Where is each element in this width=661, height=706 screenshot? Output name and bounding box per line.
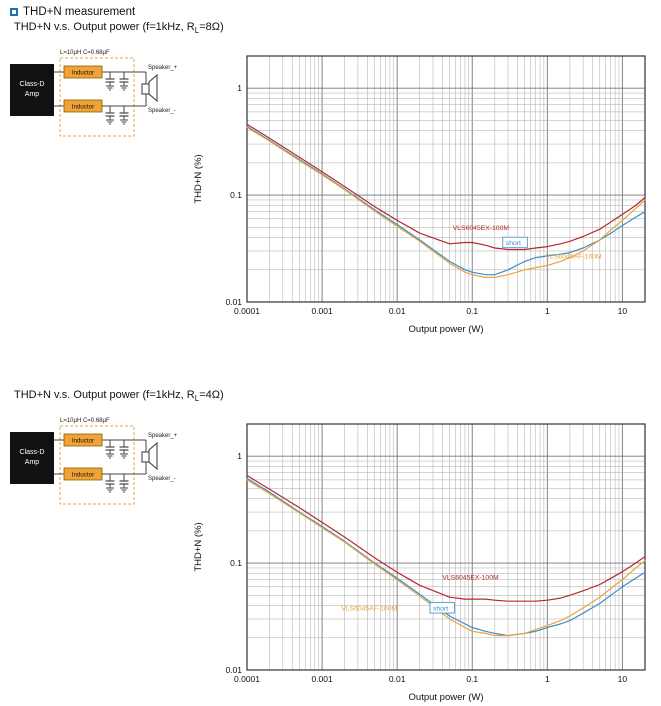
filter-dashed-box (59, 57, 135, 137)
chart-title-8ohm-post: =8Ω) (199, 21, 224, 33)
series-label-short: short (506, 240, 521, 247)
chart-title-4ohm-post: =4Ω) (199, 389, 224, 401)
series-label-box (502, 236, 528, 249)
y-tick-label: 1 (237, 451, 242, 461)
chart-title-4ohm: THD+N v.s. Output power (f=1kHz, RL=4Ω) (14, 389, 224, 403)
speaker-plus-label: Speaker_+ (148, 65, 178, 71)
class-d-amp-box (10, 432, 54, 484)
series-label-box (429, 602, 455, 614)
amp-label-line2: Amp (25, 459, 40, 466)
x-tick-label: 0.01 (389, 306, 406, 316)
series-line-VLS6045EX-100M (246, 123, 646, 251)
x-tick-label: 0.0001 (234, 306, 260, 316)
capacitor-to-ground-icon (105, 72, 115, 91)
chart-title-4ohm-pre: THD+N v.s. Output power (f=1kHz, R (14, 389, 195, 401)
class-d-amp-box (10, 64, 54, 116)
y-axis-title: THD+N (%) (193, 522, 204, 571)
x-tick-label: 0.1 (466, 306, 478, 316)
plot-border (246, 55, 646, 303)
series-label-VLS6045EX-100M: VLS6045EX-100M (442, 575, 499, 582)
series-label-short: short (433, 606, 448, 613)
speaker-horn-icon (148, 73, 158, 103)
thdn-chart-8ohm: 0.0001 0.001 0.01 0.1 1 10 0.01 0.1 1 Output powe… (193, 55, 646, 335)
x-tick-label: 10 (618, 674, 628, 684)
y-axis-title: THD+N (%) (193, 154, 204, 203)
y-tick-label: 0.01 (225, 665, 242, 675)
x-tick-label: 0.001 (311, 674, 333, 684)
filter-note: L=10μH C=0.68μF (60, 50, 110, 56)
capacitor-to-ground-icon (105, 106, 115, 125)
circuit-diagram-8ohm: L=10μH C=0.68μF Class-D Amp Inductor Inducto… (10, 50, 178, 137)
x-axis-title: Output power (W) (409, 692, 484, 703)
circuit-diagram-4ohm: L=10μH C=0.68μF Class-D Amp Inductor Inducto… (10, 418, 178, 505)
x-tick-label: 10 (618, 306, 628, 316)
chart-title-8ohm-sub: L (194, 26, 200, 36)
inductor-label: Inductor (72, 70, 94, 77)
x-tick-label: 0.001 (311, 306, 333, 316)
chart-title-8ohm-pre: THD+N v.s. Output power (f=1kHz, R (14, 21, 195, 33)
x-tick-label: 0.1 (466, 674, 478, 684)
inductor-label: Inductor (72, 438, 94, 445)
plot-border (246, 423, 646, 671)
x-axis-title: Output power (W) (409, 324, 484, 335)
speaker-icon (141, 83, 150, 95)
inductor-label: Inductor (72, 104, 94, 111)
series-line-short (246, 477, 646, 637)
x-tick-label: 0.0001 (234, 674, 260, 684)
grid (246, 55, 646, 303)
amp-label-line1: Class-D (20, 449, 45, 456)
filter-dashed-box (59, 425, 135, 505)
capacitor-to-ground-icon (105, 474, 115, 493)
y-tick-label: 0.1 (230, 558, 242, 568)
speaker-icon (141, 451, 150, 463)
amp-label-line1: Class-D (20, 81, 45, 88)
capacitor-to-ground-icon (119, 474, 129, 493)
capacitor-to-ground-icon (119, 440, 129, 459)
y-tick-label: 0.1 (230, 190, 242, 200)
series-label-VLS6045AF-100M: VLS6045AF-100M (546, 254, 602, 261)
series-line-VLS6045AF-100M (246, 126, 646, 278)
speaker-plus-label: Speaker_+ (148, 433, 178, 439)
thdn-chart-4ohm: 0.0001 0.001 0.01 0.1 1 10 0.01 0.1 1 Output powe… (193, 423, 646, 703)
y-tick-label: 0.01 (225, 297, 242, 307)
series-line-short (246, 125, 646, 276)
capacitor-to-ground-icon (119, 106, 129, 125)
grid (246, 423, 646, 671)
speaker-minus-label: Speaker_- (148, 108, 176, 114)
chart-title-8ohm: THD+N v.s. Output power (f=1kHz, RL=8Ω) (14, 21, 224, 35)
section-header: THD+N measurement (10, 6, 135, 18)
x-tick-label: 1 (545, 674, 550, 684)
y-tick-label: 1 (237, 83, 242, 93)
x-tick-label: 1 (545, 306, 550, 316)
x-tick-label: 0.01 (389, 674, 406, 684)
chart-title-4ohm-sub: L (194, 394, 200, 404)
section-bullet-icon (10, 8, 18, 16)
series-line-VLS6045EX-100M (246, 474, 646, 602)
capacitor-to-ground-icon (119, 72, 129, 91)
capacitor-to-ground-icon (105, 440, 115, 459)
series-label-VLS6045AF-100M: VLS6045AF-100M (341, 606, 397, 613)
filter-note: L=10μH C=0.68μF (60, 418, 110, 424)
speaker-minus-label: Speaker_- (148, 476, 176, 482)
series-line-VLS6045AF-100M (246, 479, 646, 637)
section-title: THD+N measurement (23, 6, 136, 18)
amp-label-line2: Amp (25, 91, 40, 98)
series-label-VLS6045EX-100M: VLS6045EX-100M (453, 225, 510, 232)
speaker-horn-icon (148, 441, 158, 471)
inductor-label: Inductor (72, 472, 94, 479)
